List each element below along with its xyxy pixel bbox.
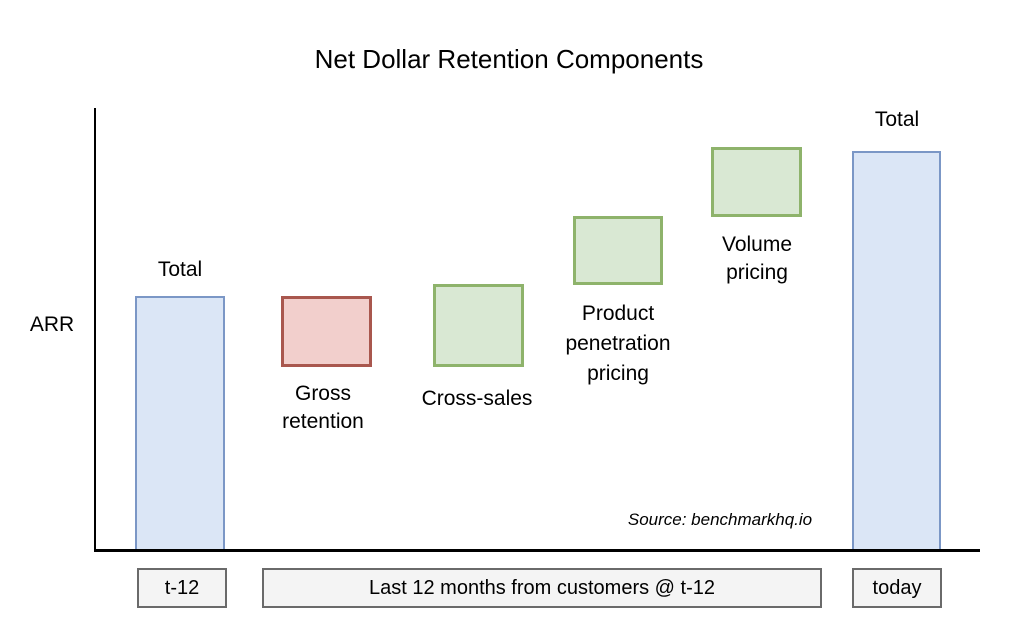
bar-gross-retention (281, 296, 372, 367)
bar-product-penetration-pricing (573, 215, 663, 286)
x-axis-tag-t12: t-12 (137, 568, 227, 608)
bar-volume-pricing (711, 147, 802, 218)
bar-label-volume-pricing: Volume pricing (721, 233, 793, 284)
source-attribution: Source: benchmarkhq.io (627, 510, 813, 529)
x-axis-line (94, 549, 980, 552)
bar-total-end (852, 151, 941, 552)
y-axis-line (94, 108, 96, 552)
bar-label-total-start: Total (157, 258, 203, 281)
chart-title: Net Dollar Retention Components (314, 44, 704, 74)
bar-label-gross-retention: Gross retention (282, 382, 364, 433)
bar-label-cross-sales: Cross-sales (421, 387, 533, 410)
y-axis-label: ARR (29, 313, 75, 336)
bar-cross-sales (433, 283, 524, 367)
x-axis-tag-today: today (852, 568, 942, 608)
bar-label-total-end: Total (874, 108, 920, 131)
x-axis-tag-last-12-months: Last 12 months from customers @ t-12 (262, 568, 822, 608)
bar-label-product-penetration-pricing: Product penetration pricing (565, 302, 671, 385)
bar-total-start (135, 296, 225, 552)
